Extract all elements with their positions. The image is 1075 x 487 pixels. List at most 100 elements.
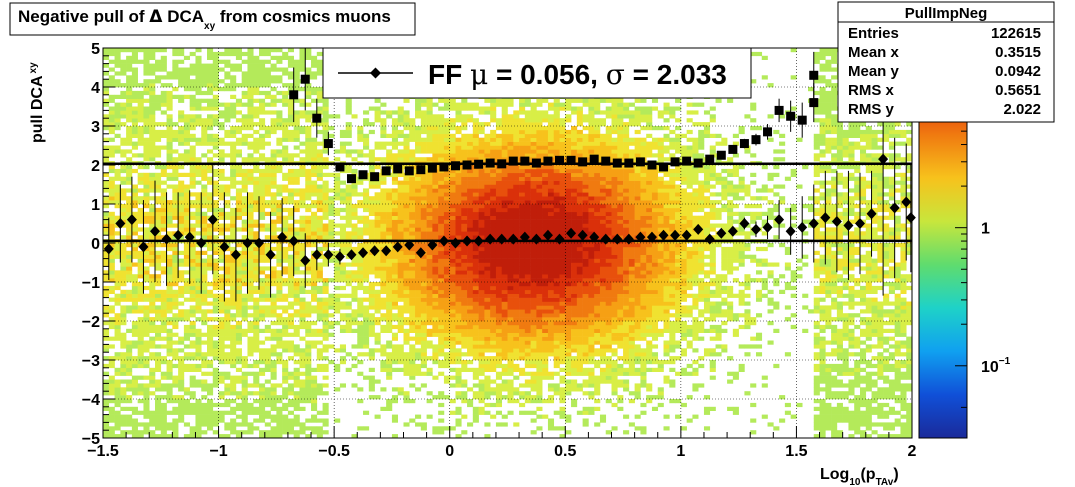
heatmap-cell	[322, 309, 329, 314]
heatmap-cell	[438, 266, 445, 271]
heatmap-cell	[449, 157, 456, 162]
heatmap-cell	[282, 387, 289, 392]
heatmap-cell	[108, 285, 115, 291]
heatmap-cell	[495, 336, 503, 341]
heatmap-cell	[507, 324, 514, 330]
heatmap-cell	[420, 188, 427, 193]
heatmap-cell	[189, 262, 196, 267]
heatmap-cell	[207, 55, 214, 60]
heatmap-cell	[207, 243, 214, 248]
heatmap-cell	[357, 360, 364, 365]
heatmap-cell	[189, 192, 196, 197]
heatmap-cell	[218, 114, 225, 119]
heatmap-cell	[155, 305, 162, 310]
heatmap-cell	[455, 114, 462, 119]
heatmap-cell	[415, 289, 422, 294]
heatmap-cell	[432, 274, 439, 279]
heatmap-cell	[276, 293, 283, 298]
heatmap-cell	[126, 367, 133, 372]
heatmap-cell	[195, 434, 202, 439]
heatmap-cell	[455, 266, 462, 271]
heatmap-cell	[126, 180, 133, 185]
heatmap-cell	[126, 126, 133, 131]
heatmap-cell	[137, 137, 144, 142]
heatmap-cell	[114, 94, 121, 99]
heatmap-cell	[143, 375, 150, 380]
heatmap-cell	[120, 141, 127, 146]
heatmap-cell	[149, 126, 156, 131]
heatmap-cell	[235, 48, 242, 53]
heatmap-cell	[386, 211, 393, 216]
heatmap-cell	[507, 246, 514, 252]
heatmap-cell	[316, 184, 323, 189]
heatmap-cell	[241, 196, 248, 201]
heatmap-cell	[415, 266, 422, 271]
heatmap-cell	[178, 59, 185, 64]
heatmap-cell	[183, 410, 190, 415]
heatmap-cell	[183, 328, 190, 333]
heatmap-cell	[195, 63, 202, 68]
heatmap-cell	[143, 395, 150, 400]
heatmap-cell	[195, 172, 202, 177]
heatmap-cell	[224, 211, 231, 216]
heatmap-cell	[519, 305, 526, 310]
heatmap-cell	[195, 301, 202, 306]
heatmap-cell	[513, 141, 520, 146]
heatmap-cell	[409, 328, 416, 333]
heatmap-cell	[380, 227, 387, 232]
heatmap-cell	[513, 422, 520, 427]
heatmap-cell	[126, 204, 133, 209]
heatmap-cell	[501, 102, 508, 107]
heatmap-cell	[287, 172, 294, 177]
heatmap-cell	[386, 204, 393, 209]
heatmap-cell	[345, 313, 352, 318]
heatmap-cell	[478, 243, 485, 248]
heatmap-cell	[247, 71, 254, 76]
heatmap-cell	[224, 274, 231, 279]
heatmap-cell	[380, 223, 387, 228]
heatmap-cell	[293, 375, 300, 380]
heatmap-cell	[455, 324, 462, 330]
heatmap-cell	[397, 207, 404, 213]
heatmap-cell	[311, 219, 318, 224]
heatmap-cell	[131, 278, 138, 283]
heatmap-cell	[103, 55, 110, 60]
heatmap-cell	[218, 266, 225, 271]
heatmap-cell	[201, 371, 208, 376]
heatmap-cell	[455, 340, 462, 345]
heatmap-cell	[363, 317, 370, 322]
heatmap-cell	[287, 321, 294, 326]
heatmap-cell	[160, 317, 167, 322]
heatmap-cell	[322, 157, 329, 162]
heatmap-cell	[149, 141, 156, 146]
heatmap-cell	[478, 305, 485, 310]
heatmap-cell	[305, 367, 312, 372]
heatmap-cell	[282, 321, 289, 326]
heatmap-cell	[114, 176, 121, 181]
heatmap-cell	[235, 289, 242, 294]
heatmap-cell	[432, 129, 439, 135]
heatmap-cell	[172, 282, 179, 287]
heatmap-cell	[247, 51, 254, 57]
heatmap-cell	[103, 215, 110, 220]
heatmap-cell	[374, 231, 381, 236]
heatmap-cell	[374, 270, 381, 275]
heatmap-cell	[403, 149, 410, 154]
heatmap-cell	[391, 293, 399, 298]
heatmap-cell	[478, 223, 485, 228]
heatmap-cell	[403, 258, 410, 263]
heatmap-cell	[270, 278, 277, 283]
heatmap-cell	[270, 395, 277, 400]
heatmap-cell	[501, 321, 508, 326]
heatmap-cell	[449, 324, 456, 330]
heatmap-cell	[259, 340, 266, 345]
heatmap-cell	[449, 219, 456, 224]
heatmap-cell	[432, 227, 439, 232]
heatmap-cell	[461, 204, 468, 209]
heatmap-cell	[322, 126, 329, 131]
heatmap-cell	[495, 98, 503, 103]
heatmap-cell	[212, 192, 219, 197]
heatmap-cell	[270, 270, 277, 275]
heatmap-cell	[368, 184, 375, 189]
heatmap-cell	[415, 243, 422, 248]
